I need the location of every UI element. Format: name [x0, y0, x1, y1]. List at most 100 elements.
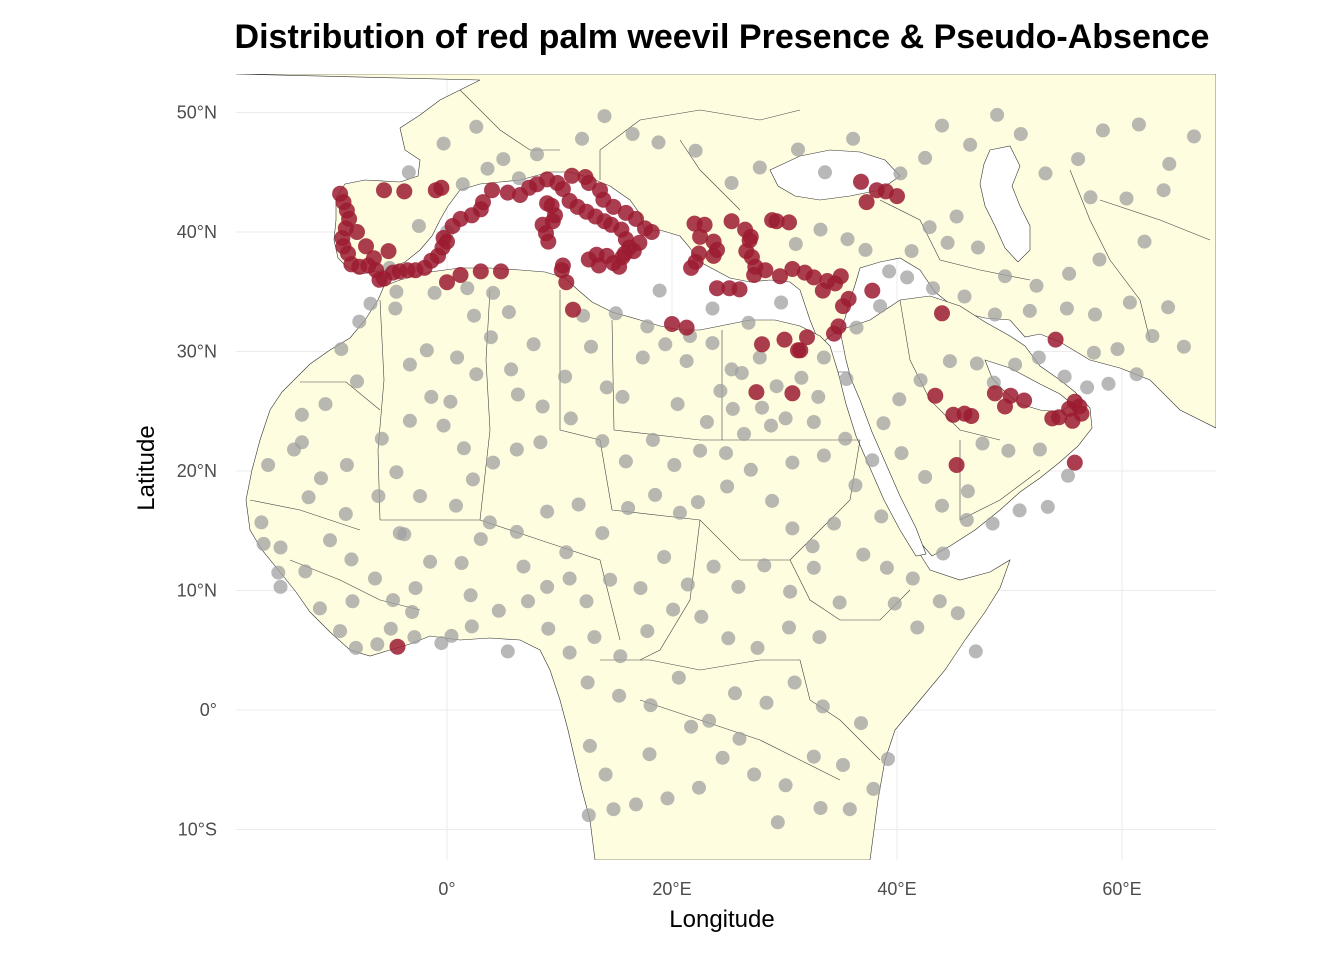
- x-tick-label: 40°E: [877, 879, 916, 899]
- pseudo-absence-point: [1008, 357, 1023, 372]
- pseudo-absence-point: [741, 315, 756, 330]
- presence-point: [746, 267, 763, 283]
- pseudo-absence-point: [535, 399, 550, 414]
- y-tick-label: 20°N: [177, 461, 217, 481]
- pseudo-absence-point: [1059, 301, 1074, 316]
- presence-point: [776, 331, 793, 348]
- pseudo-absence-point: [389, 465, 404, 480]
- pseudo-absence-point: [936, 546, 951, 561]
- pseudo-absence-point: [752, 160, 767, 175]
- pseudo-absence-point: [971, 240, 985, 255]
- pseudo-absence-point: [805, 539, 820, 554]
- pseudo-absence-point: [608, 306, 623, 321]
- pseudo-absence-point: [657, 550, 672, 564]
- y-tick-label: 50°N: [177, 103, 217, 123]
- presence-point: [389, 638, 406, 655]
- y-tick-label: 10°S: [178, 820, 217, 840]
- pseudo-absence-point: [1119, 191, 1134, 206]
- presence-point: [493, 263, 509, 280]
- pseudo-absence-point: [579, 594, 594, 609]
- pseudo-absence-point: [486, 285, 501, 300]
- pseudo-absence-point: [719, 446, 733, 461]
- pseudo-absence-point: [893, 166, 908, 181]
- pseudo-absence-point: [368, 571, 382, 586]
- presence-point: [805, 269, 822, 286]
- pseudo-absence-point: [273, 579, 288, 594]
- pseudo-absence-point: [323, 533, 337, 548]
- presence-point: [1047, 331, 1064, 348]
- pseudo-absence-point: [866, 781, 881, 796]
- pseudo-absence-point: [918, 470, 933, 484]
- presence-point: [611, 258, 628, 275]
- presence-point: [664, 316, 680, 332]
- x-axis-ticks: 0° 20°E 40°E 60°E: [438, 879, 1141, 899]
- presence-point: [554, 257, 571, 274]
- pseudo-absence-point: [571, 497, 586, 512]
- presence-point: [709, 280, 725, 297]
- pseudo-absence-point: [879, 560, 894, 575]
- pseudo-absence-point: [874, 509, 889, 524]
- y-tick-label: 10°N: [177, 581, 217, 601]
- presence-point: [1066, 454, 1083, 471]
- presence-point: [554, 181, 571, 197]
- pseudo-absence-point: [509, 442, 524, 457]
- pseudo-absence-point: [858, 242, 873, 257]
- pseudo-absence-point: [352, 314, 367, 329]
- pseudo-absence-point: [960, 484, 975, 499]
- pseudo-absence-point: [1137, 234, 1152, 249]
- pseudo-absence-point: [1013, 127, 1028, 141]
- red-sea: [837, 371, 927, 557]
- pseudo-absence-point: [791, 142, 805, 157]
- pseudo-absence-point: [496, 152, 511, 167]
- presence-point: [945, 406, 962, 423]
- pseudo-absence-point: [699, 415, 714, 429]
- pseudo-absence-point: [413, 489, 427, 504]
- pseudo-absence-point: [621, 501, 636, 515]
- pseudo-absence-point: [635, 350, 650, 365]
- pseudo-absence-point: [1131, 117, 1146, 132]
- presence-point: [371, 271, 388, 288]
- presence-point: [754, 336, 770, 353]
- pseudo-absence-point: [865, 453, 880, 468]
- x-tick-label: 60°E: [1102, 879, 1141, 899]
- pseudo-absence-point: [486, 455, 501, 470]
- pseudo-absence-point: [411, 219, 426, 233]
- x-tick-label: 20°E: [652, 879, 691, 899]
- pseudo-absence-point: [778, 411, 793, 426]
- presence-point: [433, 179, 450, 196]
- pseudo-absence-point: [892, 392, 907, 407]
- pseudo-absence-point: [794, 370, 809, 385]
- presence-point: [472, 263, 489, 280]
- pseudo-absence-point: [1129, 367, 1144, 382]
- pseudo-absence-point: [769, 379, 784, 394]
- pseudo-absence-point: [407, 630, 422, 645]
- pseudo-absence-point: [402, 413, 417, 428]
- pseudo-absence-point: [483, 330, 498, 345]
- pseudo-absence-point: [408, 581, 423, 596]
- pseudo-absence-point: [389, 284, 404, 299]
- pseudo-absence-point: [732, 731, 747, 746]
- pseudo-absence-point: [785, 455, 800, 470]
- pseudo-absence-point: [1086, 345, 1101, 360]
- pseudo-absence-point: [680, 577, 695, 592]
- pseudo-absence-point: [273, 540, 288, 555]
- pseudo-absence-point: [344, 552, 359, 567]
- presence-point: [790, 342, 806, 359]
- pseudo-absence-point: [816, 350, 831, 365]
- presence-point: [484, 182, 500, 199]
- pseudo-absence-point: [706, 559, 721, 574]
- pseudo-absence-point: [261, 458, 276, 472]
- presence-point: [365, 250, 382, 267]
- pseudo-absence-point: [640, 319, 655, 334]
- pseudo-absence-point: [713, 383, 728, 398]
- presence-point: [927, 387, 944, 404]
- pseudo-absence-point: [345, 594, 360, 609]
- pseudo-absence-point: [271, 565, 286, 580]
- chart-title: Distribution of red palm weevil Presence…: [234, 18, 1210, 56]
- presence-point: [617, 204, 634, 221]
- pseudo-absence-point: [625, 127, 640, 141]
- pseudo-absence-point: [694, 609, 709, 624]
- presence-point: [577, 169, 594, 185]
- pseudo-absence-point: [1031, 350, 1046, 365]
